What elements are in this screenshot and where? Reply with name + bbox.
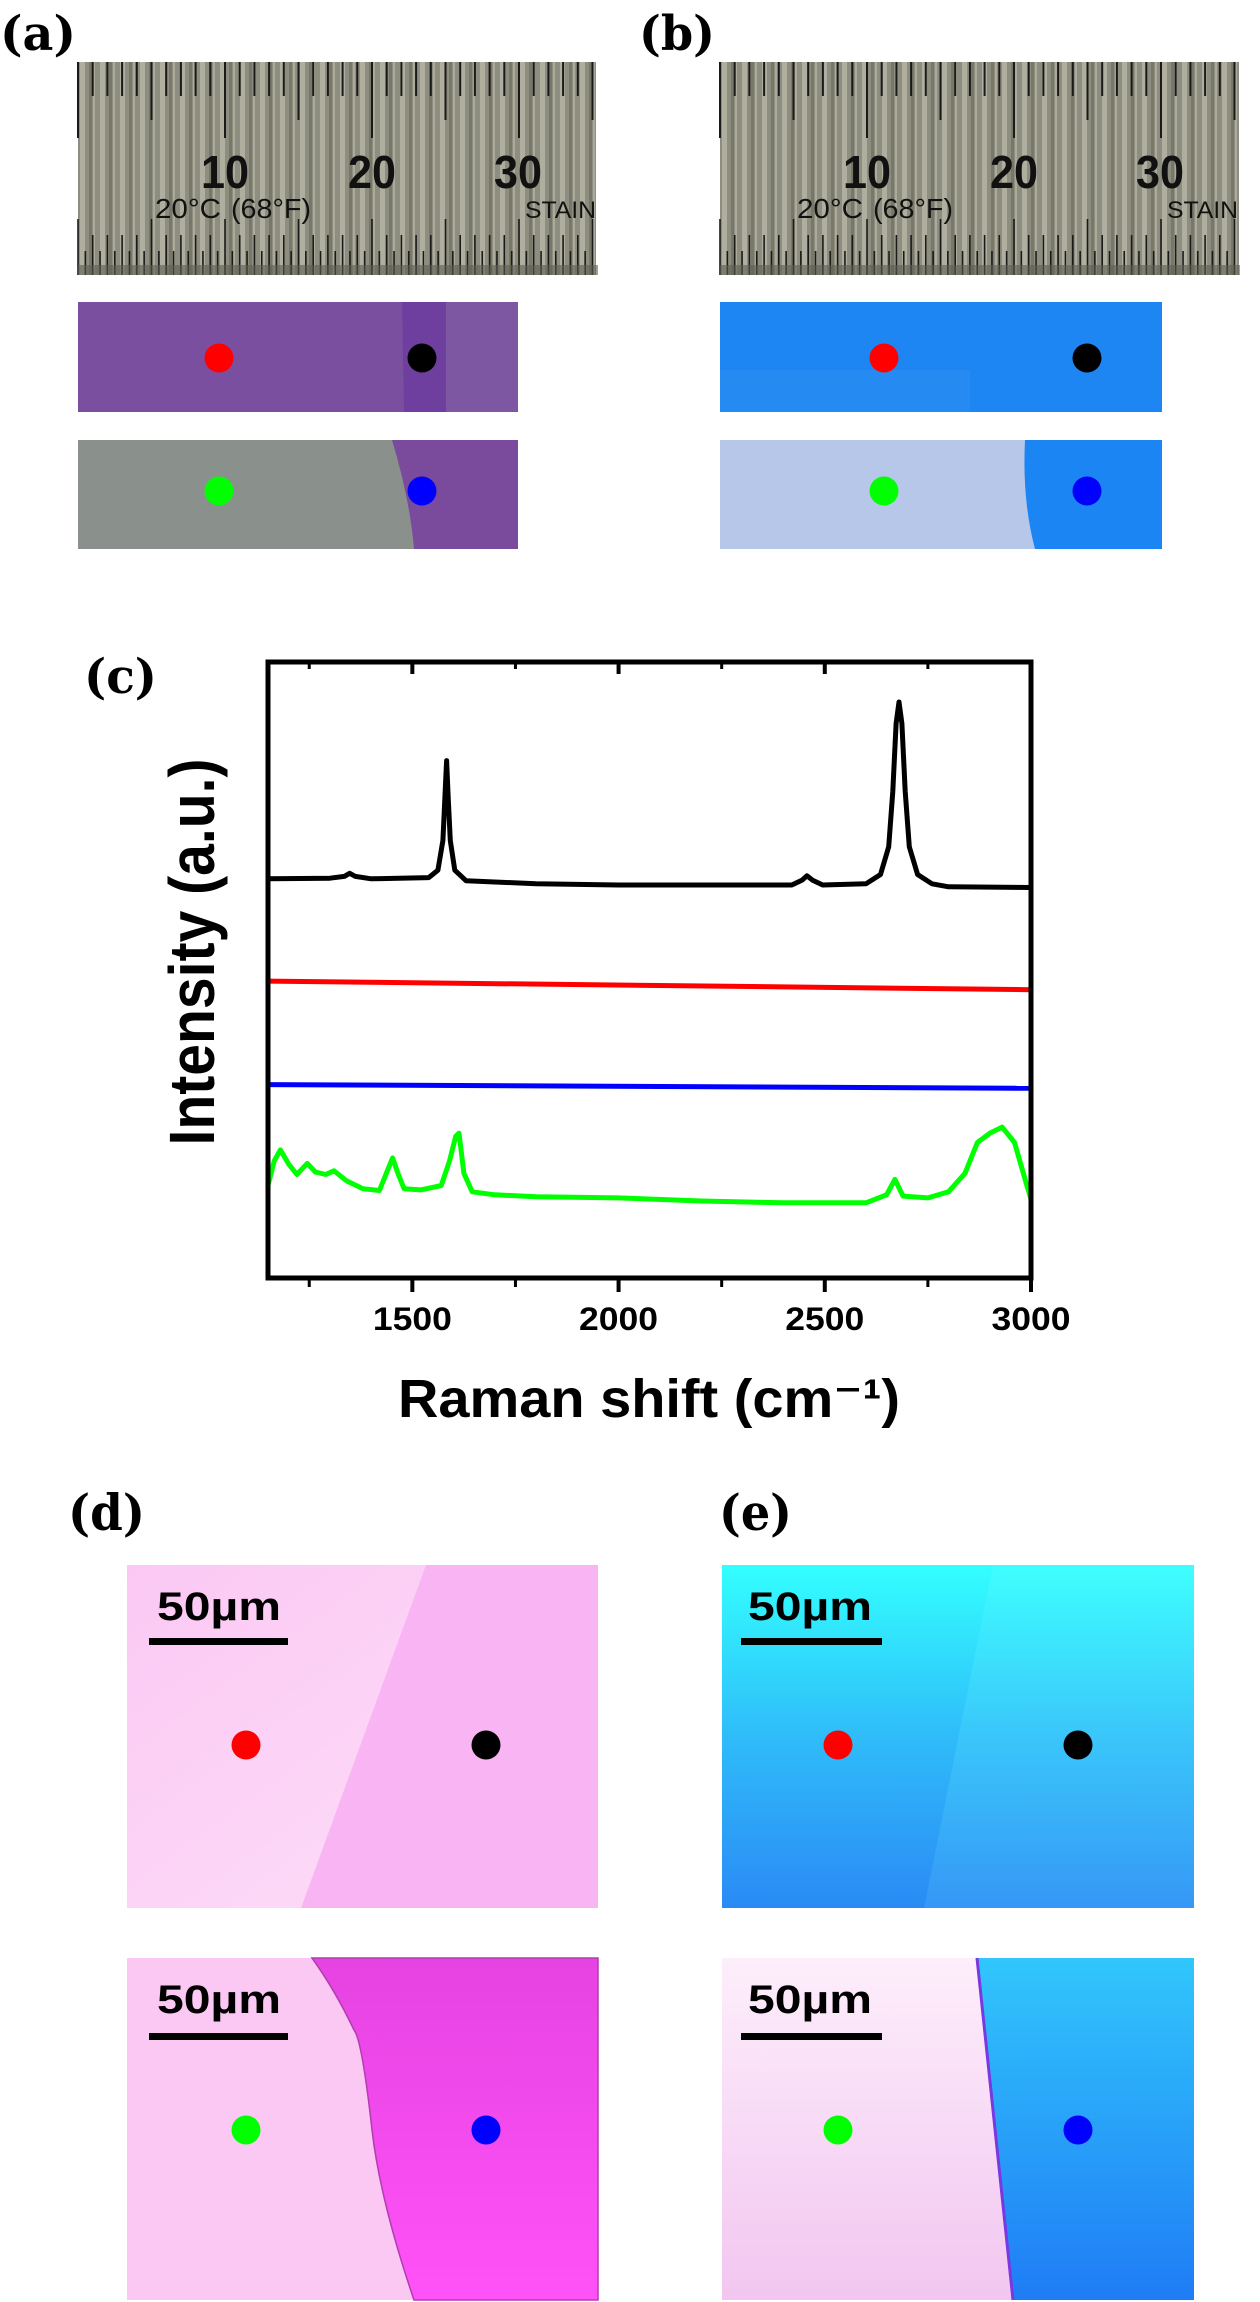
ruler-photo: 10 20 30 20°C (68°F) STAIN <box>77 62 598 275</box>
scale-bar-label: 50µm <box>748 1978 872 2022</box>
scale-bar: 50µm <box>741 1978 882 2040</box>
marker-black <box>1072 343 1102 373</box>
marker-green <box>204 476 234 506</box>
panel-label-a: (a) <box>0 6 76 62</box>
ruler-number: 20 <box>990 146 1038 198</box>
scale-bar: 50µm <box>149 1585 288 1645</box>
marker-blue <box>471 2115 501 2145</box>
ruler-temp-c: 20°C <box>155 193 221 224</box>
ruler-temp-f: (68°F) <box>231 193 311 224</box>
ruler-brand: STAIN <box>1167 197 1238 224</box>
x-tick-label: 2500 <box>785 1301 864 1337</box>
raman-chart: 1500 2000 2500 3000 Intensity (a.u.) Raman … <box>156 659 1071 1429</box>
marker-blue <box>407 476 437 506</box>
scale-bar-label: 50µm <box>748 1585 872 1629</box>
spectrum-line-3 <box>265 1124 1034 1206</box>
ruler-temp-c: 20°C <box>797 193 863 224</box>
spectrum-line-2 <box>267 1082 1032 1091</box>
marker-green <box>231 2115 261 2145</box>
ruler-brand: STAIN <box>525 197 596 224</box>
marker-red <box>869 343 899 373</box>
marker-green <box>869 476 899 506</box>
ruler-number: 30 <box>1136 146 1184 198</box>
scale-bar: 50µm <box>741 1585 882 1645</box>
panel-label-e: (e) <box>719 1483 792 1542</box>
ruler-number: 30 <box>494 146 542 198</box>
panel-label-b: (b) <box>639 6 715 62</box>
marker-red <box>823 1730 853 1760</box>
x-tick-label: 1500 <box>373 1301 452 1337</box>
marker-green <box>823 2115 853 2145</box>
micrograph-d2 <box>127 1957 599 2301</box>
micrograph-e1 <box>722 1565 1194 1908</box>
marker-black <box>407 343 437 373</box>
x-tick-label: 3000 <box>992 1301 1071 1337</box>
spectrum-line-0 <box>267 699 1032 890</box>
x-axis-label: Raman shift (cm⁻¹) <box>398 1369 900 1429</box>
marker-red <box>204 343 234 373</box>
plot-frame <box>265 659 1034 1281</box>
marker-red <box>231 1730 261 1760</box>
ruler-photo: 10 20 30 20°C (68°F) STAIN <box>719 62 1240 275</box>
marker-blue <box>1063 2115 1093 2145</box>
panel-label-d: (d) <box>68 1483 145 1542</box>
micrograph-d1 <box>127 1565 598 1908</box>
sample-strip-a2 <box>78 440 518 549</box>
marker-black <box>1063 1730 1093 1760</box>
marker-blue <box>1072 476 1102 506</box>
spectrum-line-1 <box>267 978 1032 993</box>
y-axis-label: Intensity (a.u.) <box>156 759 228 1146</box>
ruler-temp-f: (68°F) <box>873 193 953 224</box>
marker-black <box>471 1730 501 1760</box>
x-tick-label: 2000 <box>579 1301 658 1337</box>
scale-bar: 50µm <box>149 1978 288 2040</box>
panel-label-c: (c) <box>84 649 157 705</box>
ruler-number: 20 <box>348 146 396 198</box>
scale-bar-label: 50µm <box>157 1978 281 2022</box>
scale-bar-label: 50µm <box>157 1585 281 1629</box>
sample-strip-a1 <box>78 302 518 412</box>
ruler-number: 10 <box>201 146 249 198</box>
ruler-number: 10 <box>843 146 891 198</box>
